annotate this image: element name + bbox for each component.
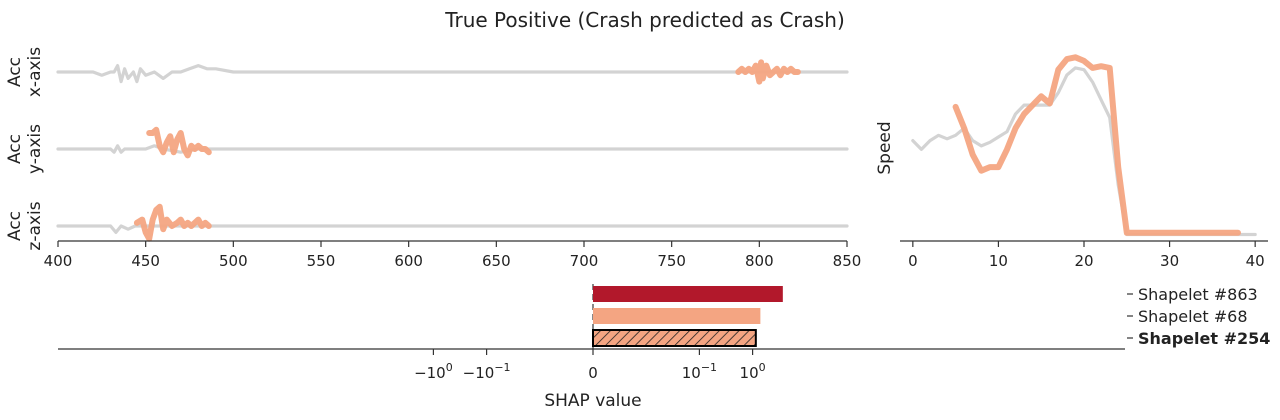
acc-x-tick-label: 700 (570, 252, 599, 270)
acc-axis-label: Accy-axis (5, 124, 45, 174)
shapelet-label: Shapelet #254 (1138, 329, 1270, 348)
shapelet-match-line (146, 126, 212, 159)
shapelet-label: Shapelet #68 (1138, 307, 1248, 326)
acc-x-tick-label: 550 (307, 252, 336, 270)
acc-x-tick-label: 400 (44, 252, 73, 270)
speed-x-tick-label: 20 (1074, 252, 1093, 270)
acc-signal-line (56, 63, 849, 84)
shapelet-match-line (952, 54, 1241, 236)
figure-title: True Positive (Crash predicted as Crash) (444, 8, 845, 32)
shapelet-match-line (735, 59, 801, 85)
speed-x-tick-label: 40 (1246, 252, 1265, 270)
shapelet-label: Shapelet #863 (1138, 285, 1258, 304)
acc-axis-label: Accx-axis (5, 47, 45, 97)
acc-x-tick-label: 750 (657, 252, 686, 270)
speed-x-tick-label: 30 (1160, 252, 1179, 270)
acc-x-tick-label: 850 (833, 252, 862, 270)
acc-x-tick-label: 800 (745, 252, 774, 270)
acc-signal-line (56, 224, 849, 234)
shap-x-tick-label: 10−1 (682, 361, 717, 382)
shap-x-tick-label: −10−1 (463, 361, 511, 382)
speed-x-tick-label: 0 (908, 252, 918, 270)
shap-x-axis-label: SHAP value (544, 391, 641, 411)
shap-x-tick-label: 0 (588, 364, 598, 382)
shap-x-tick-label: −100 (414, 361, 453, 382)
speed-axis-label: Speed (875, 121, 895, 174)
shap-x-tick-label: 100 (740, 361, 766, 382)
speed-signal-line (911, 66, 1257, 237)
acc-x-tick-label: 600 (394, 252, 423, 270)
acc-x-tick-label: 450 (131, 252, 160, 270)
acc-x-tick-label: 500 (219, 252, 248, 270)
acc-x-tick-label: 650 (482, 252, 511, 270)
shap-bar (592, 329, 757, 347)
acceleration-panels: Accx-axis Accy-axis Accz-axis 400 450 500 550 6… (5, 47, 861, 270)
speed-panel: 0 10 20 30 40 Speed (875, 54, 1268, 270)
acc-axis-label: Accz-axis (5, 201, 45, 250)
shap-bar (593, 308, 761, 324)
shap-bar (593, 286, 783, 302)
speed-x-tick-label: 10 (989, 252, 1008, 270)
shapelet-match-line (133, 203, 212, 242)
shap-bar-chart: Shapelet #863 Shapelet #68 Shapelet #254 −1… (58, 284, 1270, 411)
